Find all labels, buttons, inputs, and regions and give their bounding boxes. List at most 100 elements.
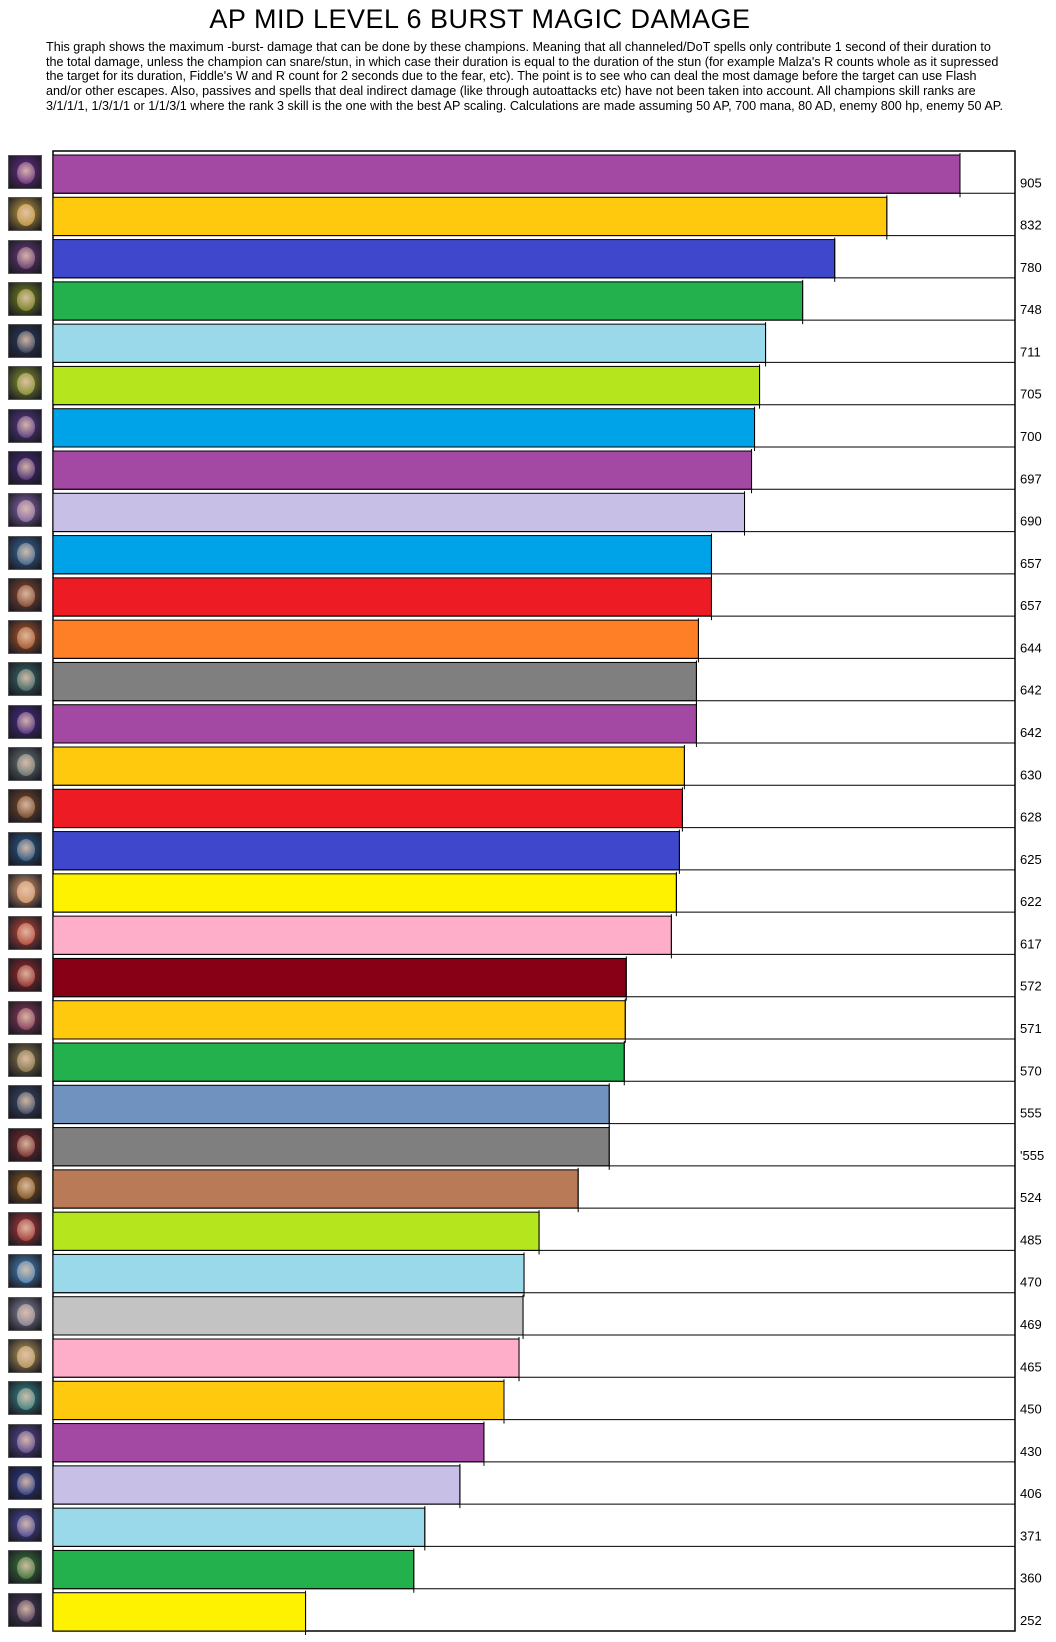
value-label: 625 xyxy=(1020,852,1042,867)
value-label: 628 xyxy=(1020,810,1042,825)
champion-portrait-icon xyxy=(8,916,42,951)
bar xyxy=(52,154,961,194)
champion-portrait-icon xyxy=(8,1000,42,1035)
value-label: 622 xyxy=(1020,894,1042,909)
value-label: 657 xyxy=(1020,598,1042,613)
champion-portrait-icon xyxy=(8,408,42,443)
portrait-face xyxy=(17,1050,35,1072)
portrait-face xyxy=(17,1261,35,1284)
portrait-face xyxy=(17,669,35,692)
portrait-face xyxy=(17,1430,35,1453)
portrait-face xyxy=(17,711,35,734)
champion-portrait-icon xyxy=(8,958,42,993)
portrait-face xyxy=(17,1472,35,1495)
champion-portrait-icon xyxy=(8,747,42,781)
portrait-face xyxy=(17,542,35,565)
champion-portrait-icon xyxy=(8,1085,42,1120)
value-label: 572 xyxy=(1020,979,1042,994)
champion-portrait-icon xyxy=(8,1043,42,1077)
bar xyxy=(52,450,753,490)
bar xyxy=(52,957,627,998)
value-label: 711 xyxy=(1020,344,1041,359)
bars-group xyxy=(52,150,1015,1635)
value-label: 570 xyxy=(1020,1063,1042,1078)
value-label: 780 xyxy=(1020,260,1042,275)
bar xyxy=(52,365,761,406)
value-label: 748 xyxy=(1020,302,1042,317)
bar xyxy=(52,704,697,744)
portrait-face xyxy=(17,1219,35,1242)
champion-portrait-icon xyxy=(8,197,42,232)
portrait-face xyxy=(17,1346,35,1368)
value-label: 470 xyxy=(1020,1275,1042,1290)
champion-portrait-icon xyxy=(8,1296,42,1331)
champion-portrait-icon xyxy=(8,1465,42,1500)
bar xyxy=(52,1211,540,1251)
value-label: 465 xyxy=(1020,1359,1042,1374)
value-label: 571 xyxy=(1020,1021,1042,1036)
bar xyxy=(52,1507,426,1547)
champion-portrait-icon xyxy=(8,281,42,316)
portrait-face xyxy=(17,1557,35,1580)
bar xyxy=(52,196,888,237)
chart-description: This graph shows the maximum -burst- dam… xyxy=(46,40,1004,113)
bar xyxy=(52,1127,610,1167)
value-label: 690 xyxy=(1020,514,1042,529)
bar xyxy=(52,1042,625,1082)
champion-portrait-icon xyxy=(8,535,42,570)
champion-portrait-icon xyxy=(8,704,42,739)
champion-portrait-icon xyxy=(8,1508,42,1543)
portrait-face xyxy=(17,1134,35,1157)
champion-portrait-icon xyxy=(8,1127,42,1162)
bar xyxy=(52,1592,307,1632)
portrait-face xyxy=(17,373,35,396)
bar xyxy=(52,788,683,829)
value-label: 832 xyxy=(1020,218,1042,233)
bar xyxy=(52,535,712,575)
bar xyxy=(52,492,746,533)
champion-portrait-icon xyxy=(8,577,42,612)
champion-portrait-icon xyxy=(8,789,42,824)
portrait-face xyxy=(17,1599,35,1622)
champion-portrait-icon xyxy=(8,155,42,189)
bar xyxy=(52,1380,505,1421)
value-label: 705 xyxy=(1020,387,1042,402)
champion-portrait-icon xyxy=(8,1381,42,1416)
bar xyxy=(52,1549,415,1590)
champion-portrait-icon xyxy=(8,873,42,908)
champion-portrait-icon xyxy=(8,493,42,528)
champion-portrait-icon xyxy=(8,1550,42,1585)
value-label: 406 xyxy=(1020,1486,1042,1501)
bar xyxy=(52,1169,579,1209)
value-label: 644 xyxy=(1020,640,1042,655)
champion-portrait-icon xyxy=(8,662,42,697)
value-label: '555 xyxy=(1020,1148,1044,1163)
bar xyxy=(52,323,767,363)
value-label: 485 xyxy=(1020,1232,1042,1247)
bar xyxy=(52,281,804,321)
champion-portrait-icon xyxy=(8,324,42,359)
bar xyxy=(52,1296,524,1336)
value-label: 642 xyxy=(1020,725,1042,740)
portrait-face xyxy=(17,880,35,903)
portrait-face xyxy=(17,1176,35,1199)
bar xyxy=(52,831,680,871)
champion-portrait-icon xyxy=(8,1254,42,1289)
portrait-face xyxy=(17,331,35,354)
value-label: 555 xyxy=(1020,1106,1042,1121)
portrait-face xyxy=(17,965,35,988)
champion-portrait-icon xyxy=(8,366,42,401)
portrait-face xyxy=(17,584,35,607)
portrait-face xyxy=(17,1007,35,1030)
bar xyxy=(52,1253,525,1294)
portrait-face xyxy=(17,500,35,523)
portrait-face xyxy=(17,754,35,776)
bar xyxy=(52,619,699,659)
value-label: 360 xyxy=(1020,1571,1042,1586)
value-label: 700 xyxy=(1020,429,1042,444)
portrait-face xyxy=(17,415,35,438)
champion-portrait-icon xyxy=(8,831,42,866)
bar xyxy=(52,873,677,913)
portrait-face xyxy=(17,204,35,227)
